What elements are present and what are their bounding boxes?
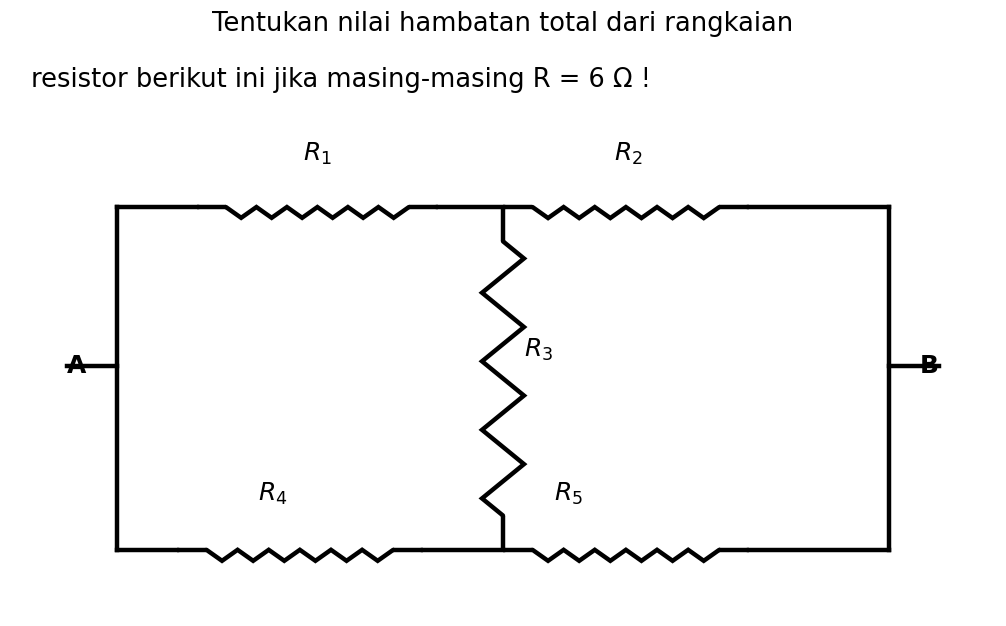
- Text: $R_3$: $R_3$: [523, 337, 552, 364]
- Text: resistor berikut ini jika masing-masing R = 6 Ω !: resistor berikut ini jika masing-masing …: [31, 67, 652, 93]
- Text: $R_4$: $R_4$: [258, 481, 287, 507]
- Text: $R_5$: $R_5$: [553, 481, 582, 507]
- Text: Tentukan nilai hambatan total dari rangkaian: Tentukan nilai hambatan total dari rangk…: [212, 11, 794, 37]
- Text: $R_1$: $R_1$: [303, 141, 332, 167]
- Text: $R_2$: $R_2$: [614, 141, 643, 167]
- Text: A: A: [67, 354, 87, 378]
- Text: B: B: [919, 354, 939, 378]
